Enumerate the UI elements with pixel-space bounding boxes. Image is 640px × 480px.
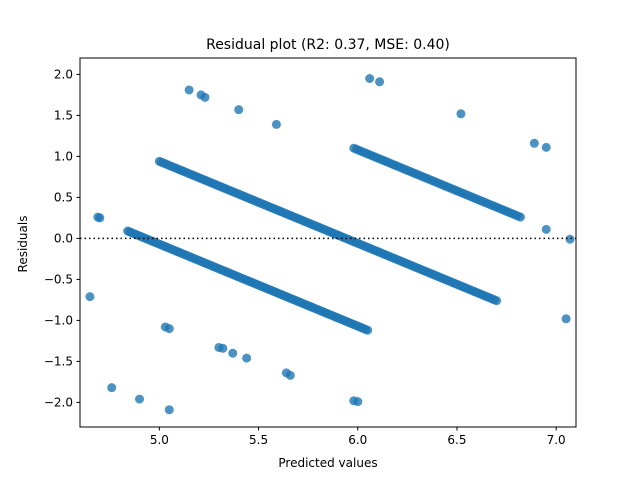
y-tick-label: 0.5 — [54, 190, 73, 204]
data-point — [228, 348, 238, 358]
x-tick-label: 5.5 — [249, 433, 268, 447]
data-point — [107, 383, 117, 393]
points-layer — [85, 74, 575, 415]
y-axis-ticks: −2.0 −1.5 −1.0 −0.5 0.0 0.5 1.0 1.5 2.0 — [44, 67, 80, 409]
data-point — [164, 324, 174, 334]
y-tick-label: 1.0 — [54, 149, 73, 163]
data-point — [218, 343, 228, 353]
data-point — [529, 138, 539, 148]
data-point — [353, 397, 363, 407]
y-tick-label: −2.0 — [44, 395, 73, 409]
data-point — [365, 74, 375, 83]
data-point — [85, 292, 95, 302]
data-point — [242, 353, 252, 363]
x-tick-label: 5.0 — [150, 433, 169, 447]
y-tick-label: −1.5 — [44, 354, 73, 368]
data-point — [561, 314, 571, 324]
data-point — [164, 405, 174, 415]
data-point — [375, 77, 385, 87]
data-point — [515, 212, 525, 222]
data-point — [95, 213, 105, 223]
data-point — [565, 234, 575, 244]
data-point — [541, 142, 551, 152]
x-tick-label: 6.0 — [348, 433, 367, 447]
data-point — [363, 325, 373, 335]
y-tick-label: −1.0 — [44, 313, 73, 327]
x-axis-label: Predicted values — [278, 456, 377, 470]
data-point — [135, 394, 145, 404]
data-point — [492, 296, 502, 306]
data-point — [541, 224, 551, 234]
data-point — [271, 119, 281, 129]
y-tick-label: 1.5 — [54, 108, 73, 122]
chart-title: Residual plot (R2: 0.37, MSE: 0.40) — [206, 37, 450, 53]
y-axis-label: Residuals — [16, 216, 30, 273]
plot-frame — [79, 57, 577, 428]
x-axis-ticks: 5.0 5.5 6.0 6.5 7.0 — [150, 427, 566, 447]
y-tick-label: 2.0 — [54, 67, 73, 81]
x-tick-label: 7.0 — [547, 433, 566, 447]
x-tick-label: 6.5 — [447, 433, 466, 447]
data-point — [285, 370, 295, 380]
data-point — [200, 92, 210, 102]
y-tick-label: 0.0 — [54, 231, 73, 245]
data-point — [456, 109, 466, 119]
data-point — [234, 105, 244, 115]
data-point — [184, 85, 194, 95]
y-tick-label: −0.5 — [44, 272, 73, 286]
